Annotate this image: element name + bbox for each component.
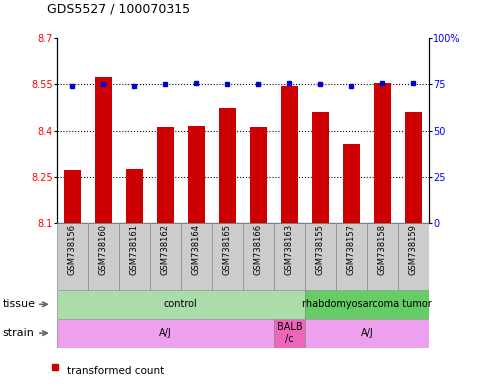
Bar (150, 223, 181, 290)
Bar (274, 319, 305, 348)
Text: transformed count: transformed count (67, 366, 164, 376)
Text: GSM738162: GSM738162 (161, 224, 170, 275)
Bar (336, 223, 367, 290)
Bar (219, 108, 236, 223)
Text: GSM738166: GSM738166 (254, 224, 263, 275)
Text: GDS5527 / 100070315: GDS5527 / 100070315 (47, 2, 190, 15)
Text: A/J: A/J (159, 328, 172, 338)
Bar (367, 223, 398, 290)
Bar (343, 144, 360, 223)
Text: A/J: A/J (360, 328, 373, 338)
Bar (374, 83, 391, 223)
Text: GSM738159: GSM738159 (409, 224, 418, 275)
Bar (57, 223, 88, 290)
Text: GSM738157: GSM738157 (347, 224, 356, 275)
Bar (119, 223, 150, 290)
Text: BALB
/c: BALB /c (277, 322, 302, 344)
Bar (57, 290, 305, 319)
Bar (405, 112, 422, 223)
Bar (188, 126, 205, 223)
Bar (250, 127, 267, 223)
Text: GSM738161: GSM738161 (130, 224, 139, 275)
Bar (212, 223, 243, 290)
Bar (305, 319, 429, 348)
Text: control: control (164, 299, 198, 310)
Text: GSM738164: GSM738164 (192, 224, 201, 275)
Bar (88, 223, 119, 290)
Text: GSM738158: GSM738158 (378, 224, 387, 275)
Bar (181, 223, 212, 290)
Text: GSM738163: GSM738163 (285, 224, 294, 275)
Bar (305, 290, 429, 319)
Text: GSM738155: GSM738155 (316, 224, 325, 275)
Text: strain: strain (2, 328, 35, 338)
Bar (274, 223, 305, 290)
Text: GSM738165: GSM738165 (223, 224, 232, 275)
Text: GSM738156: GSM738156 (68, 224, 77, 275)
Bar (64, 170, 81, 223)
Bar (126, 169, 143, 223)
Bar (157, 127, 174, 223)
Bar (57, 319, 274, 348)
Bar (281, 86, 298, 223)
Text: tissue: tissue (2, 299, 35, 310)
Text: rhabdomyosarcoma tumor: rhabdomyosarcoma tumor (302, 299, 432, 310)
Text: GSM738160: GSM738160 (99, 224, 108, 275)
Bar (398, 223, 429, 290)
Bar (95, 77, 112, 223)
Bar (305, 223, 336, 290)
Bar (243, 223, 274, 290)
Bar (312, 112, 329, 223)
